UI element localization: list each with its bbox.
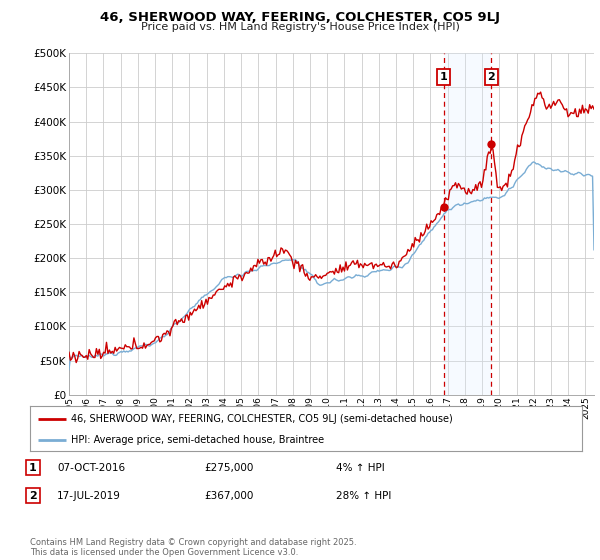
Text: 07-OCT-2016: 07-OCT-2016	[57, 463, 125, 473]
Text: 2: 2	[29, 491, 37, 501]
Text: Price paid vs. HM Land Registry's House Price Index (HPI): Price paid vs. HM Land Registry's House …	[140, 22, 460, 32]
Text: 17-JUL-2019: 17-JUL-2019	[57, 491, 121, 501]
Bar	[444, 53, 491, 395]
Text: £275,000: £275,000	[204, 463, 253, 473]
Text: £367,000: £367,000	[204, 491, 253, 501]
Text: 28% ↑ HPI: 28% ↑ HPI	[336, 491, 391, 501]
Text: 4% ↑ HPI: 4% ↑ HPI	[336, 463, 385, 473]
Text: HPI: Average price, semi-detached house, Braintree: HPI: Average price, semi-detached house,…	[71, 435, 325, 445]
Text: 1: 1	[440, 72, 448, 82]
Text: 46, SHERWOOD WAY, FEERING, COLCHESTER, CO5 9LJ: 46, SHERWOOD WAY, FEERING, COLCHESTER, C…	[100, 11, 500, 24]
Text: 2: 2	[488, 72, 495, 82]
Text: Contains HM Land Registry data © Crown copyright and database right 2025.
This d: Contains HM Land Registry data © Crown c…	[30, 538, 356, 557]
Text: 1: 1	[29, 463, 37, 473]
Text: 46, SHERWOOD WAY, FEERING, COLCHESTER, CO5 9LJ (semi-detached house): 46, SHERWOOD WAY, FEERING, COLCHESTER, C…	[71, 413, 453, 423]
